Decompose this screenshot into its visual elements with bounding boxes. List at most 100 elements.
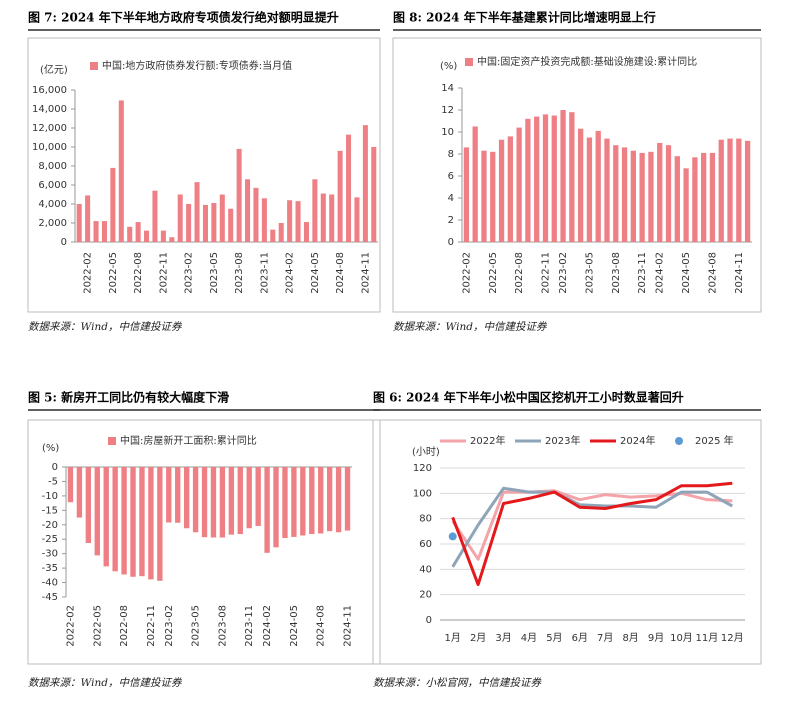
source: 数据来源：Wind，中信建投证券	[393, 321, 548, 333]
y-tick-label: -30	[42, 549, 58, 560]
bar	[674, 156, 680, 242]
x-tick-label: 2月	[470, 632, 486, 644]
bar	[534, 116, 540, 242]
x-tick-label: 2024-11	[734, 252, 745, 294]
bar	[118, 100, 124, 242]
bar	[701, 152, 707, 242]
unit-label: (小时)	[412, 446, 440, 458]
bar	[139, 467, 145, 577]
bar	[282, 467, 288, 539]
x-tick-label: 2022-02	[461, 252, 472, 294]
bar	[186, 204, 192, 242]
unit-label: (亿元)	[40, 63, 68, 76]
bar	[295, 201, 301, 242]
figure-title: 图 8: 2024 年下半年基建累计同比增速明显上行	[393, 10, 656, 25]
line	[451, 481, 733, 587]
x-tick-label: 5月	[546, 632, 562, 644]
bar	[177, 194, 183, 242]
x-tick-label: 2022-05	[108, 252, 119, 294]
bar	[278, 223, 284, 242]
x-tick-label: 12月	[721, 632, 744, 644]
y-tick-label: 0	[426, 615, 432, 626]
y-tick-label: -25	[42, 534, 58, 545]
bar	[237, 467, 243, 535]
y-tick-label: 12	[441, 105, 454, 116]
y-tick-label: 8	[448, 149, 454, 160]
bar	[525, 118, 531, 242]
x-tick-label: 2024-02	[285, 252, 296, 294]
bar	[255, 467, 261, 526]
y-tick-label: 80	[419, 514, 432, 525]
x-tick-label: 2022-05	[92, 605, 103, 647]
bar	[160, 230, 166, 242]
x-tick-label: 2022-08	[133, 252, 144, 294]
y-tick-label: 60	[419, 539, 432, 550]
bar	[228, 467, 235, 535]
x-tick-label: 2024-11	[343, 605, 354, 647]
bar	[183, 467, 190, 529]
x-tick-label: 2022-11	[146, 605, 157, 647]
bar	[326, 467, 333, 532]
x-tick-label: 2024-05	[681, 252, 692, 294]
y-tick-label: 0	[61, 237, 67, 248]
chart-frame	[27, 419, 381, 665]
bar	[194, 182, 200, 242]
y-tick-label: 14,000	[32, 104, 67, 115]
bar	[329, 194, 335, 242]
bar	[303, 222, 309, 242]
bar	[709, 152, 716, 242]
bar	[498, 139, 505, 242]
source: 数据来源：小松官网，中信建投证券	[373, 677, 542, 689]
x-tick-label: 2024-11	[360, 252, 371, 294]
y-tick-label: 120	[413, 463, 432, 474]
bar	[228, 208, 234, 242]
bar	[236, 148, 242, 242]
x-tick-label: 2024-08	[316, 605, 327, 647]
bar	[201, 467, 208, 538]
legend-swatch	[108, 437, 116, 445]
bar	[578, 128, 584, 242]
y-tick-label: -40	[42, 578, 58, 589]
bar	[130, 467, 136, 577]
y-tick-label: -15	[42, 505, 58, 516]
bar	[101, 221, 107, 242]
bar	[665, 145, 672, 242]
x-tick-label: 2023-05	[209, 252, 220, 294]
bar	[490, 151, 496, 242]
bar	[253, 187, 259, 242]
bar	[261, 198, 267, 242]
bar	[287, 200, 293, 242]
bar	[76, 467, 83, 518]
x-tick-label: 2024-08	[707, 252, 718, 294]
bar	[219, 194, 225, 242]
x-tick-label: 8月	[622, 632, 638, 644]
y-tick-label: 40	[419, 564, 432, 575]
bar	[551, 115, 557, 242]
bar	[93, 221, 99, 242]
x-tick-label: 2022-08	[119, 605, 130, 647]
bar	[346, 134, 352, 242]
bar	[175, 467, 181, 523]
bar	[192, 467, 199, 533]
y-tick-label: 2	[448, 215, 454, 226]
x-tick-label: 3月	[495, 632, 511, 644]
bar	[110, 167, 116, 242]
line	[451, 486, 734, 568]
x-tick-label: 2023-11	[637, 252, 648, 294]
bar	[210, 467, 217, 538]
bar	[202, 204, 208, 242]
source: 数据来源：Wind，中信建投证券	[28, 321, 183, 333]
y-tick-label: 8,000	[38, 161, 67, 172]
bar	[630, 150, 636, 242]
x-tick-label: 2024-02	[262, 605, 273, 647]
bar	[103, 467, 109, 567]
bar	[85, 467, 92, 543]
x-tick-label: 2022-08	[514, 252, 525, 294]
bar	[683, 168, 689, 242]
x-tick-label: 4月	[521, 632, 537, 644]
x-tick-label: 11月	[696, 632, 719, 644]
x-tick-label: 2022-05	[488, 252, 499, 294]
x-tick-label: 1月	[445, 632, 461, 644]
bar	[560, 110, 566, 242]
